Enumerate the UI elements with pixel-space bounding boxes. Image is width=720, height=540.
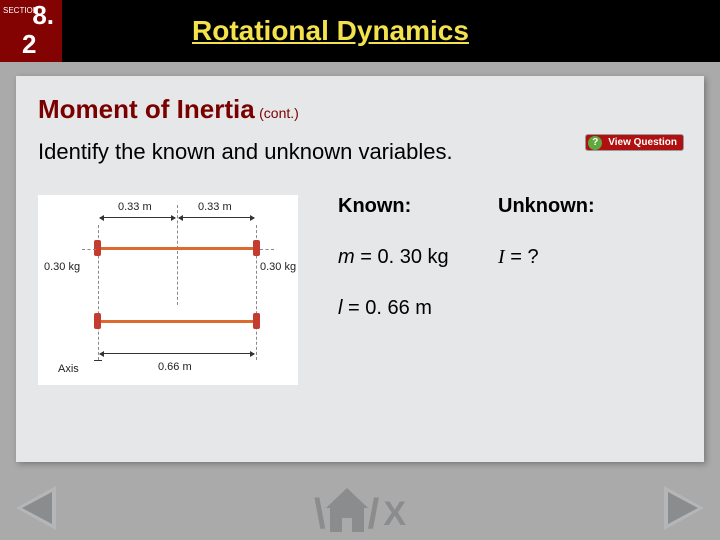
i-val: = ? xyxy=(505,246,539,268)
body-area: 0.33 m 0.33 m 0.30 kg 0.30 kg Axis 0.66 … xyxy=(38,195,682,385)
dist-label-1: 0.33 m xyxy=(118,201,152,213)
mass-top-right xyxy=(253,240,260,256)
arrow-top-right xyxy=(179,217,254,218)
chapter-title: Rotational Dynamics xyxy=(192,15,469,47)
unknown-header: Unknown: xyxy=(498,195,638,218)
physics-diagram: 0.33 m 0.33 m 0.30 kg 0.30 kg Axis 0.66 … xyxy=(38,195,298,385)
axis-label: Axis xyxy=(58,363,79,375)
topic-heading: Moment of Inertia (cont.) xyxy=(38,94,682,125)
topic-text: Moment of Inertia xyxy=(38,94,255,124)
m-var: m xyxy=(338,246,355,268)
bar-top xyxy=(98,247,256,250)
mass-label-right: 0.30 kg xyxy=(260,261,296,273)
mass-bot-left xyxy=(94,313,101,329)
header-bar: SECTION 8. 2 Rotational Dynamics xyxy=(0,0,720,62)
length-label: 0.66 m xyxy=(158,361,192,373)
dash-ml xyxy=(82,249,96,250)
prev-arrow-icon[interactable] xyxy=(16,486,56,530)
home-icon[interactable] xyxy=(330,506,364,532)
mass-top-left xyxy=(94,240,101,256)
known-m: m = 0. 30 kg xyxy=(338,246,498,269)
mass-bot-right xyxy=(253,313,260,329)
content-panel: Moment of Inertia (cont.) Identify the k… xyxy=(16,76,704,462)
next-arrow-icon[interactable] xyxy=(664,486,704,530)
view-question-button[interactable]: View Question xyxy=(585,134,684,151)
dash-mr xyxy=(260,249,274,250)
values-table: Known: Unknown: m = 0. 30 kg I = ? l = 0… xyxy=(338,195,682,385)
slash-left-icon: \ xyxy=(314,494,326,534)
section-sub: 2 xyxy=(22,29,36,60)
axis-tick xyxy=(94,360,102,361)
arrow-bottom xyxy=(100,353,254,354)
slash-right-icon: / xyxy=(368,494,380,534)
dist-label-2: 0.33 m xyxy=(198,201,232,213)
center-nav: \ / X xyxy=(314,494,406,534)
cont-text: (cont.) xyxy=(259,105,299,121)
arrow-top-left xyxy=(100,217,175,218)
close-icon[interactable]: X xyxy=(383,494,406,534)
values-row-2: l = 0. 66 m xyxy=(338,297,682,320)
unknown-i: I = ? xyxy=(498,246,638,269)
mass-label-left: 0.30 kg xyxy=(44,261,80,273)
known-l: l = 0. 66 m xyxy=(338,297,498,320)
section-number: 8. xyxy=(32,0,54,31)
nav-bar: \ / X xyxy=(0,478,720,540)
values-row-1: m = 0. 30 kg I = ? xyxy=(338,246,682,269)
bar-bottom xyxy=(98,320,256,323)
values-header-row: Known: Unknown: xyxy=(338,195,682,218)
known-header: Known: xyxy=(338,195,498,218)
i-var: I xyxy=(498,246,505,268)
m-val: = 0. 30 kg xyxy=(355,246,449,268)
section-box: SECTION 8. 2 xyxy=(0,0,62,62)
l-val: = 0. 66 m xyxy=(342,297,432,319)
